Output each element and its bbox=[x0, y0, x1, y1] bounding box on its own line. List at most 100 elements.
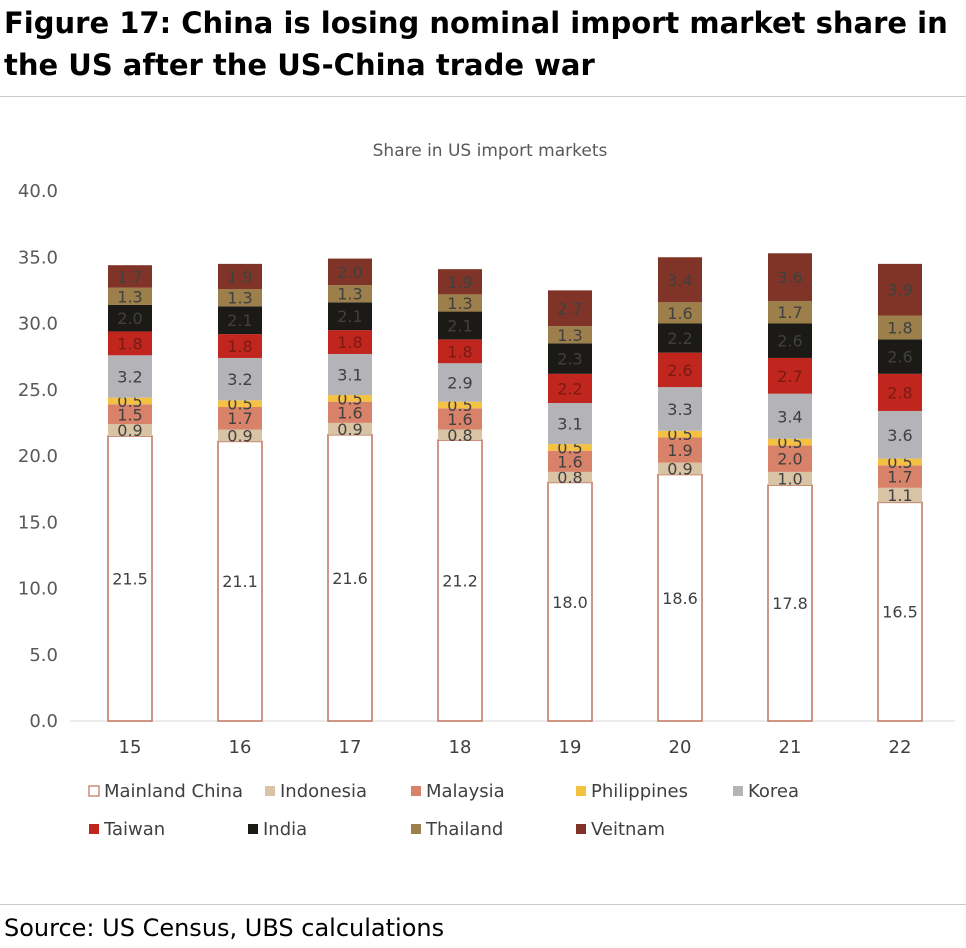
bar-segment bbox=[218, 289, 262, 307]
bar-segment bbox=[658, 462, 702, 475]
figure-title: Figure 17: China is losing nominal impor… bbox=[4, 6, 948, 82]
data-label: 2.2 bbox=[557, 379, 582, 398]
bar-segment bbox=[768, 438, 812, 446]
source-note: Source: US Census, UBS calculations bbox=[4, 914, 445, 942]
bar-stack-20: 18.60.91.90.53.32.62.21.63.4 bbox=[657, 257, 703, 722]
bar-segment bbox=[548, 290, 592, 327]
data-label: 2.6 bbox=[887, 348, 912, 367]
data-label: 3.1 bbox=[337, 366, 362, 385]
legend-item: Malaysia bbox=[411, 781, 505, 802]
bar-segment bbox=[768, 393, 812, 439]
bar-segment bbox=[548, 373, 592, 403]
bar-segment bbox=[328, 330, 372, 354]
data-label: 1.0 bbox=[777, 470, 802, 489]
data-label: 0.9 bbox=[227, 426, 252, 445]
data-label: 1.3 bbox=[227, 289, 252, 308]
legend-label: India bbox=[263, 819, 307, 840]
bar-segment bbox=[328, 353, 372, 396]
data-label: 21.1 bbox=[222, 572, 258, 591]
bar-segment bbox=[768, 445, 812, 472]
legend-swatch bbox=[576, 824, 586, 834]
data-label: 3.4 bbox=[667, 271, 692, 290]
bar-stack-18: 21.20.81.60.52.91.82.11.31.9 bbox=[437, 269, 483, 722]
data-label: 2.0 bbox=[337, 263, 362, 282]
data-label: 17.8 bbox=[772, 594, 808, 613]
bar-segment bbox=[658, 302, 702, 324]
bar-segment bbox=[108, 287, 152, 305]
data-label: 1.3 bbox=[337, 285, 362, 304]
bar-segment bbox=[548, 343, 592, 374]
y-tick-label: 10.0 bbox=[18, 579, 58, 600]
data-label: 1.7 bbox=[227, 409, 252, 428]
bar-segment bbox=[108, 265, 152, 288]
legend-swatch bbox=[733, 786, 743, 796]
data-label: 1.3 bbox=[117, 287, 142, 306]
bar-segment bbox=[218, 306, 262, 335]
data-label: 1.6 bbox=[447, 410, 472, 429]
bar-segment bbox=[768, 357, 812, 394]
bar-stack-21: 17.81.02.00.53.42.72.61.73.6 bbox=[767, 253, 813, 722]
bar-segment bbox=[768, 323, 812, 358]
y-tick-label: 15.0 bbox=[18, 512, 58, 533]
data-label: 2.0 bbox=[117, 309, 142, 328]
data-label: 18.0 bbox=[552, 593, 588, 612]
bar-segment bbox=[658, 352, 702, 388]
bar-segment bbox=[658, 323, 702, 353]
legend-item: Taiwan bbox=[89, 819, 165, 840]
legend-swatch bbox=[411, 786, 421, 796]
legend-swatch bbox=[411, 824, 421, 834]
data-label: 3.2 bbox=[117, 368, 142, 387]
bar-segment bbox=[108, 355, 152, 398]
bar-segment bbox=[218, 406, 262, 430]
bar-stacks: 21.50.91.50.53.21.82.01.31.721.10.91.70.… bbox=[107, 253, 923, 722]
bar-segment bbox=[438, 401, 482, 409]
bar-segment bbox=[107, 435, 153, 722]
bar-segment bbox=[438, 408, 482, 430]
data-label: 1.1 bbox=[887, 486, 912, 505]
bar-segment bbox=[108, 424, 152, 437]
stacked-bar-chart: Share in US import markets 0.0 5.0 10.0 15.… bbox=[18, 141, 955, 840]
bar-segment bbox=[327, 434, 373, 722]
data-label: 21.5 bbox=[112, 570, 148, 589]
bar-segment bbox=[878, 410, 922, 459]
x-axis: 15 16 17 18 19 20 21 22 bbox=[70, 720, 955, 758]
legend: Mainland China Indonesia Malaysia Philippin… bbox=[88, 781, 799, 840]
bar-segment bbox=[768, 300, 812, 324]
legend-item: Veitnam bbox=[576, 819, 665, 840]
legend-label: Indonesia bbox=[280, 781, 367, 802]
bar-segment bbox=[878, 315, 922, 340]
bar-segment bbox=[108, 397, 152, 405]
data-label: 3.3 bbox=[667, 400, 692, 419]
legend-swatch bbox=[576, 786, 586, 796]
data-label: 1.8 bbox=[447, 342, 472, 361]
y-tick-label: 25.0 bbox=[18, 380, 58, 401]
data-label: 1.6 bbox=[337, 403, 362, 422]
data-label: 1.3 bbox=[557, 326, 582, 345]
data-label: 0.9 bbox=[117, 421, 142, 440]
bar-segment bbox=[218, 263, 262, 290]
legend-swatch bbox=[89, 824, 99, 834]
top-divider bbox=[0, 96, 966, 97]
data-label: 1.7 bbox=[777, 303, 802, 322]
legend-label: Mainland China bbox=[104, 781, 243, 802]
legend-item: India bbox=[248, 819, 307, 840]
bar-segment bbox=[438, 429, 482, 441]
data-label: 1.9 bbox=[447, 273, 472, 292]
bar-segment bbox=[218, 400, 262, 407]
legend-label: Philippines bbox=[591, 781, 688, 802]
bar-segment bbox=[108, 304, 152, 332]
data-label: 2.3 bbox=[557, 350, 582, 369]
data-label: 3.2 bbox=[227, 370, 252, 389]
y-tick-label: 5.0 bbox=[29, 645, 58, 666]
data-label: 3.6 bbox=[887, 426, 912, 445]
legend-label: Malaysia bbox=[426, 781, 505, 802]
bar-segment bbox=[438, 294, 482, 312]
bar-segment bbox=[217, 440, 263, 722]
bar-stack-22: 16.51.11.70.53.62.82.61.83.9 bbox=[877, 263, 923, 722]
data-label: 1.8 bbox=[227, 337, 252, 356]
data-label: 2.9 bbox=[447, 373, 472, 392]
data-label: 1.8 bbox=[337, 333, 362, 352]
data-label: 21.6 bbox=[332, 569, 368, 588]
data-label: 2.2 bbox=[667, 329, 692, 348]
y-tick-label: 30.0 bbox=[18, 314, 58, 335]
